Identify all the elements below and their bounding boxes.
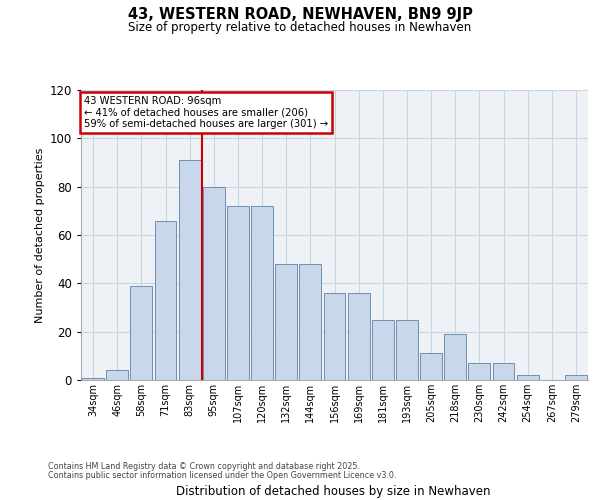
Bar bbox=[179, 160, 200, 380]
Y-axis label: Number of detached properties: Number of detached properties bbox=[35, 148, 46, 322]
Bar bbox=[517, 375, 539, 380]
Bar bbox=[372, 320, 394, 380]
Bar bbox=[82, 378, 104, 380]
Text: 43 WESTERN ROAD: 96sqm
← 41% of detached houses are smaller (206)
59% of semi-de: 43 WESTERN ROAD: 96sqm ← 41% of detached… bbox=[83, 96, 328, 129]
Bar bbox=[323, 293, 346, 380]
Bar bbox=[299, 264, 321, 380]
Text: Contains public sector information licensed under the Open Government Licence v3: Contains public sector information licen… bbox=[48, 471, 397, 480]
Text: Distribution of detached houses by size in Newhaven: Distribution of detached houses by size … bbox=[176, 484, 490, 498]
Bar bbox=[155, 220, 176, 380]
Bar bbox=[469, 363, 490, 380]
Bar bbox=[348, 293, 370, 380]
Text: Contains HM Land Registry data © Crown copyright and database right 2025.: Contains HM Land Registry data © Crown c… bbox=[48, 462, 360, 471]
Bar bbox=[130, 286, 152, 380]
Bar bbox=[565, 375, 587, 380]
Bar bbox=[275, 264, 297, 380]
Bar bbox=[396, 320, 418, 380]
Bar bbox=[203, 186, 224, 380]
Bar bbox=[445, 334, 466, 380]
Text: 43, WESTERN ROAD, NEWHAVEN, BN9 9JP: 43, WESTERN ROAD, NEWHAVEN, BN9 9JP bbox=[128, 8, 472, 22]
Bar bbox=[227, 206, 249, 380]
Bar bbox=[251, 206, 273, 380]
Bar bbox=[493, 363, 514, 380]
Text: Size of property relative to detached houses in Newhaven: Size of property relative to detached ho… bbox=[128, 21, 472, 34]
Bar bbox=[106, 370, 128, 380]
Bar bbox=[420, 354, 442, 380]
